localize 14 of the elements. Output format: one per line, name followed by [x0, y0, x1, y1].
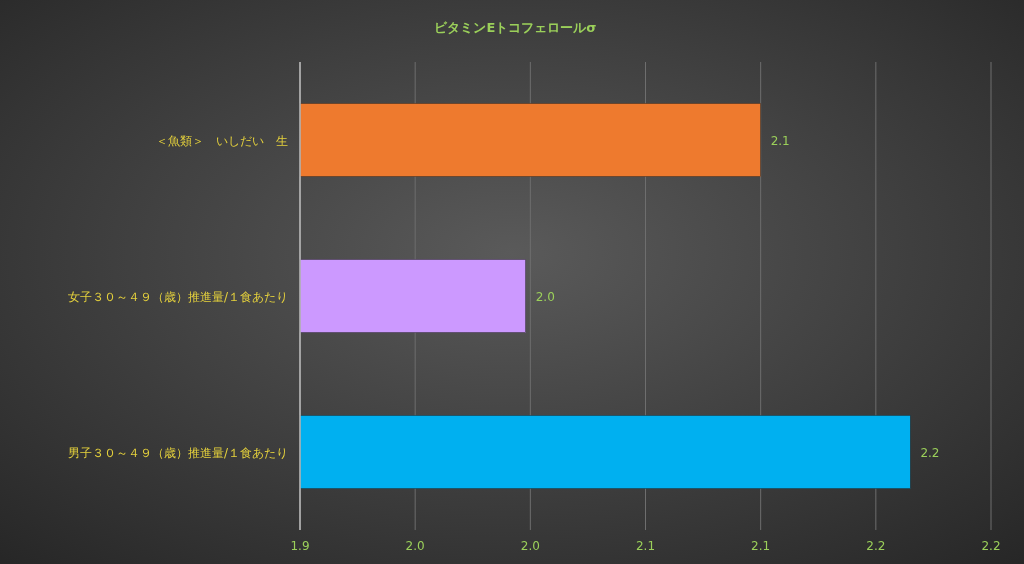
x-tick-label: 2.2: [866, 539, 886, 553]
x-tick-label: 2.1: [635, 539, 656, 553]
data-label: 2.0: [535, 290, 555, 304]
x-tick-label: 2.0: [520, 539, 540, 553]
data-label: 2.1: [770, 134, 790, 148]
x-tick-label: 2.2: [981, 539, 1001, 553]
data-label: 2.2: [920, 446, 940, 460]
chart-title: ビタミンEトコフェロールσ: [434, 20, 597, 35]
y-tick-label: 女子３０～４９（歳）推進量/１食あたり: [67, 290, 288, 304]
y-tick-label: 男子３０～４９（歳）推進量/１食あたり: [67, 446, 288, 460]
x-tick-label: 1.9: [290, 539, 310, 553]
x-tick-label: 2.1: [751, 539, 771, 553]
y-tick-label: ＜魚類＞ いしだい 生: [156, 134, 288, 148]
x-tick-label: 2.0: [405, 539, 425, 553]
